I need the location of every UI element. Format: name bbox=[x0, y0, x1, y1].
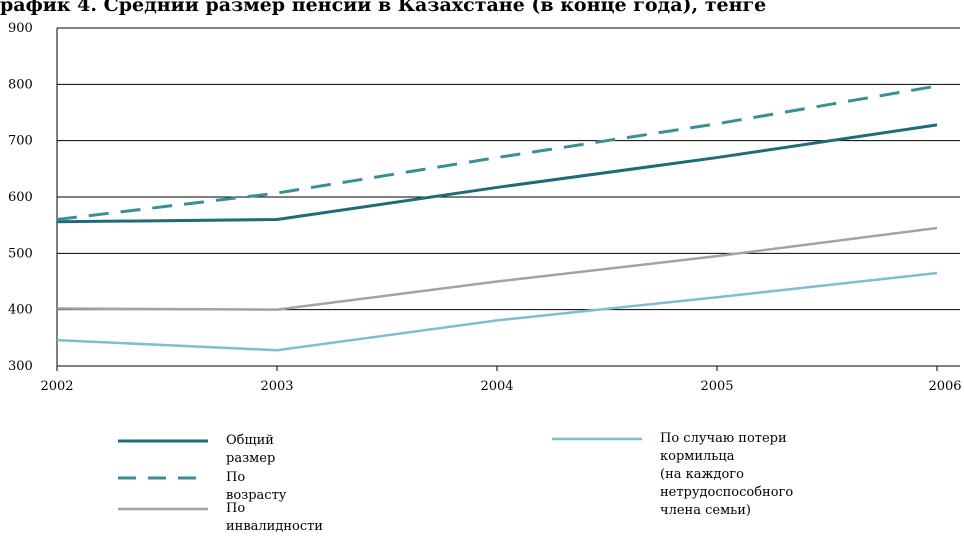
y-tick-label: 400 bbox=[8, 303, 33, 318]
y-tick-label: 800 bbox=[8, 77, 33, 92]
y-tick-label: 900 bbox=[8, 21, 33, 36]
legend-swatch-age bbox=[118, 469, 208, 487]
x-tick-label: 2006 bbox=[928, 379, 961, 394]
series-line-disability bbox=[56, 226, 938, 311]
legend-item-survivor: По случаю потери кормильца (на каждого н… bbox=[552, 430, 793, 520]
x-tick-label: 2004 bbox=[480, 379, 513, 394]
y-axis-tick-labels: 300 400 500 600 700 800 900 bbox=[8, 21, 33, 374]
x-tick-label: 2003 bbox=[260, 379, 293, 394]
y-tick-label: 300 bbox=[8, 359, 33, 374]
legend-label-survivor: По случаю потери кормильца (на каждого н… bbox=[660, 431, 794, 518]
legend-swatch-survivor bbox=[552, 430, 642, 448]
legend-item-disability: По инвалидности bbox=[118, 500, 323, 536]
legend-item-total: Общий размер bbox=[118, 432, 275, 468]
series-line-age bbox=[56, 84, 938, 222]
legend-label-total: Общий размер bbox=[226, 433, 276, 466]
x-tick-label: 2002 bbox=[40, 379, 73, 394]
legend-label-disability: По инвалидности bbox=[226, 501, 323, 534]
legend-item-age: По возрасту bbox=[118, 469, 286, 505]
series-line-survivor bbox=[56, 271, 938, 352]
y-tick-label: 500 bbox=[8, 246, 33, 261]
x-tick-label: 2005 bbox=[700, 379, 733, 394]
series-lines bbox=[56, 84, 938, 352]
grid-lines bbox=[56, 27, 960, 367]
y-tick-label: 600 bbox=[8, 190, 33, 205]
y-tick-label: 700 bbox=[8, 134, 33, 149]
legend-swatch-total bbox=[118, 432, 208, 450]
legend-swatch-disability bbox=[118, 500, 208, 518]
chart-title: рафик 4. Средний размер пенсий в Казахст… bbox=[0, 0, 767, 16]
x-axis-tick-labels: 2002 2003 2004 2005 2006 bbox=[40, 366, 962, 394]
series-line-total bbox=[56, 123, 938, 224]
legend-label-age: По возрасту bbox=[226, 470, 287, 503]
